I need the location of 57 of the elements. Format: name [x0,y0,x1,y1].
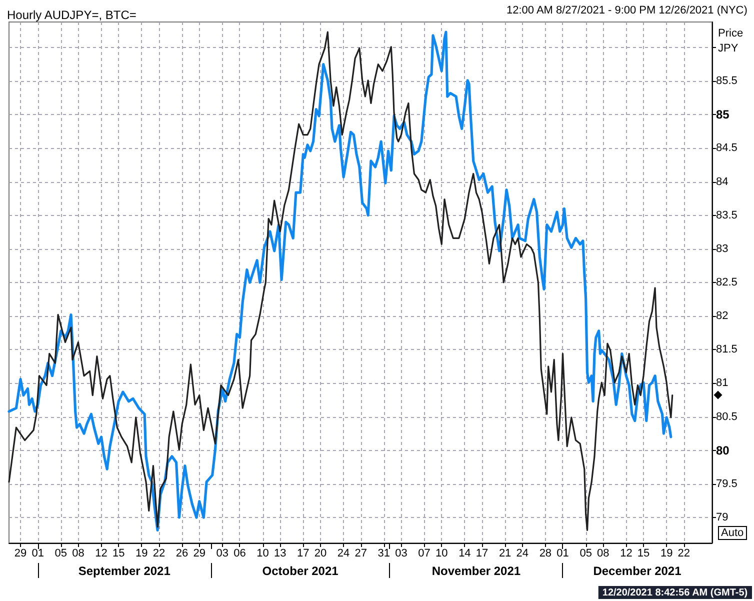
x-tick-label: 17 [476,548,488,560]
x-tick-label: 24 [337,548,350,560]
y-axis-title: Price JPY [718,28,744,54]
x2-tick-label: September 2021 [78,564,171,578]
x-tick-label: 21 [498,548,512,560]
x-tick-label: 03 [216,548,229,560]
x2-tick-label: November 2021 [432,564,521,578]
x-tick-label: 22 [152,548,166,560]
y-tick-label: 82.5 [716,276,738,288]
x-tick-label: 20 [314,548,327,560]
x-tick-label: 17 [297,548,310,560]
y-tick-label: 79.5 [716,478,738,490]
x-tick-label: 06 [234,548,246,560]
y-tick-label: 81 [716,377,728,390]
x-tick-label: 10 [435,548,448,560]
x2-tick-label: December 2021 [593,564,682,578]
y-tick-label: 85 [716,108,730,122]
x-tick-label: 13 [274,548,286,560]
x2-tick-label: October 2021 [262,564,339,578]
x-tick-label: 31 [378,548,390,560]
x-tick-label: 01 [556,548,569,560]
x-tick-label: 14 [458,548,471,560]
y-tick-label: 85.5 [716,75,738,88]
y-tick-label: 83.5 [716,209,738,222]
y-tick-label: 83 [716,242,728,255]
y-tick-label: 84 [716,176,728,188]
chart-title: Hourly AUDJPY=, BTC= [7,8,136,22]
x-tick-label: 15 [112,548,125,560]
x-tick-label: 19 [136,548,148,560]
x-tick-label: 29 [14,548,27,560]
x-tick-label: 01 [32,548,44,560]
x-tick-label: 15 [637,548,650,560]
x-tick-label: 12 [95,548,108,560]
x-tick-label: 28 [539,548,552,560]
y-tick-label: 79 [716,511,728,524]
x-tick-label: 05 [54,548,68,560]
x-tick-label: 03 [395,548,408,560]
x-tick-label: 24 [516,548,528,560]
text: 12:00 AM 8/27/2021 - 9:00 PM 12/26/2021 (NYC) [506,4,748,16]
x-tick-label: 10 [256,548,269,560]
y-tick-label: 84.5 [716,142,738,154]
y-tick-label: 80.5 [716,410,738,423]
x-tick-label: 27 [354,548,367,560]
x-tick-label: 26 [176,548,188,560]
text: 12/20/2021 8:42:56 AM (GMT-5) [602,588,748,598]
y-tick-label: 80 [716,443,730,458]
x-tick-label: 08 [597,548,610,560]
button: Auto [718,526,747,540]
x-tick-label: 05 [580,548,592,560]
y-tick-label: 82 [716,310,728,322]
x-tick-label: 07 [418,548,430,560]
x-tick-label: 22 [678,548,690,560]
x-tick-label: 12 [620,548,632,560]
x-tick-label: 29 [193,548,206,560]
y-tick-label: 81.5 [716,344,738,356]
x-tick-label: 19 [660,548,673,560]
x-tick-label: 08 [72,548,84,560]
